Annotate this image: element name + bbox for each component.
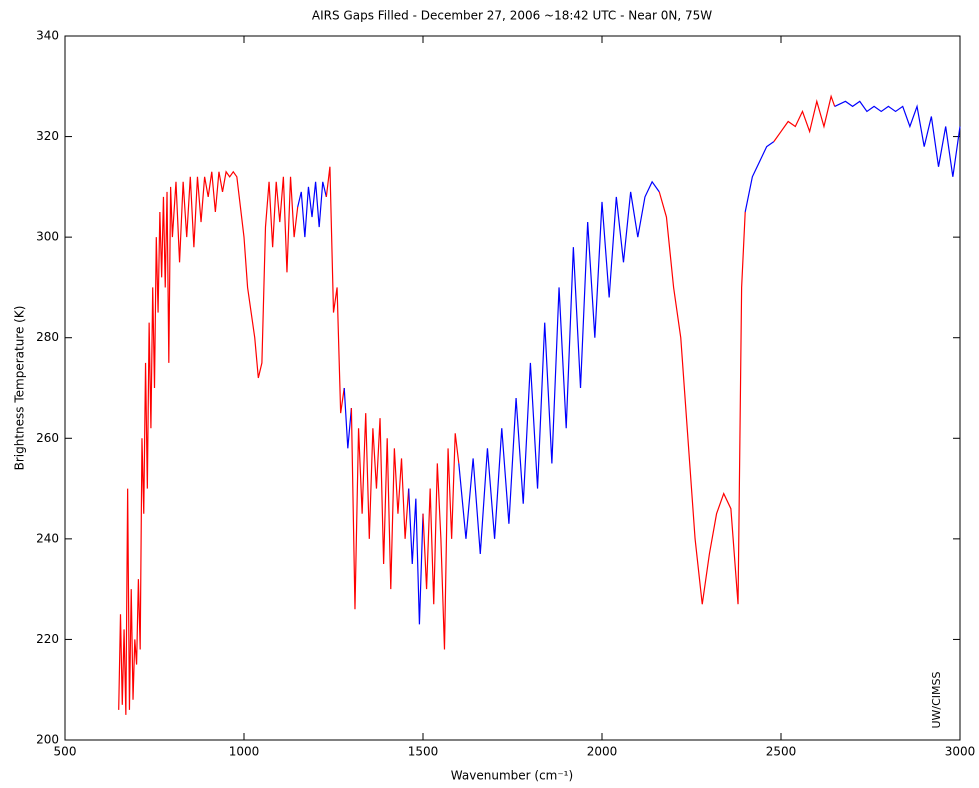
x-tick-label: 1000 (229, 745, 260, 759)
x-tick-label: 500 (54, 745, 77, 759)
y-tick-label: 280 (36, 330, 59, 344)
x-axis-label: Wavenumber (cm⁻¹) (451, 769, 573, 783)
y-tick-label: 260 (36, 431, 59, 445)
spectrum-line (408, 488, 424, 625)
spectrum-line (325, 166, 345, 414)
y-tick-label: 220 (36, 632, 59, 646)
x-tick-label: 2000 (587, 745, 618, 759)
y-axis-label: Brightness Temperature (K) (13, 306, 27, 471)
y-tick-label: 320 (36, 129, 59, 143)
spectrum-line (658, 191, 746, 605)
plot-frame (64, 35, 961, 741)
x-tick-label: 1500 (408, 745, 439, 759)
annotation: UW/CIMSS (930, 671, 943, 728)
spectrum-line (773, 94, 836, 142)
y-tick-label: 340 (36, 29, 59, 43)
chart-title: AIRS Gaps Filled - December 27, 2006 ~18… (312, 9, 712, 23)
spectrum-line (297, 181, 327, 238)
spectrum-line (422, 433, 460, 650)
x-tick-label: 3000 (945, 745, 976, 759)
spectrum-line (458, 180, 660, 554)
spectrum-line (744, 141, 775, 213)
y-tick-label: 200 (36, 733, 59, 747)
y-tick-label: 240 (36, 531, 59, 545)
y-tick-label: 300 (36, 230, 59, 244)
x-tick-label: 2500 (766, 745, 797, 759)
spectrum-line (343, 387, 352, 449)
spectrum-line (350, 408, 410, 610)
spectrum-line (118, 170, 299, 715)
spectrum-line (834, 100, 961, 177)
